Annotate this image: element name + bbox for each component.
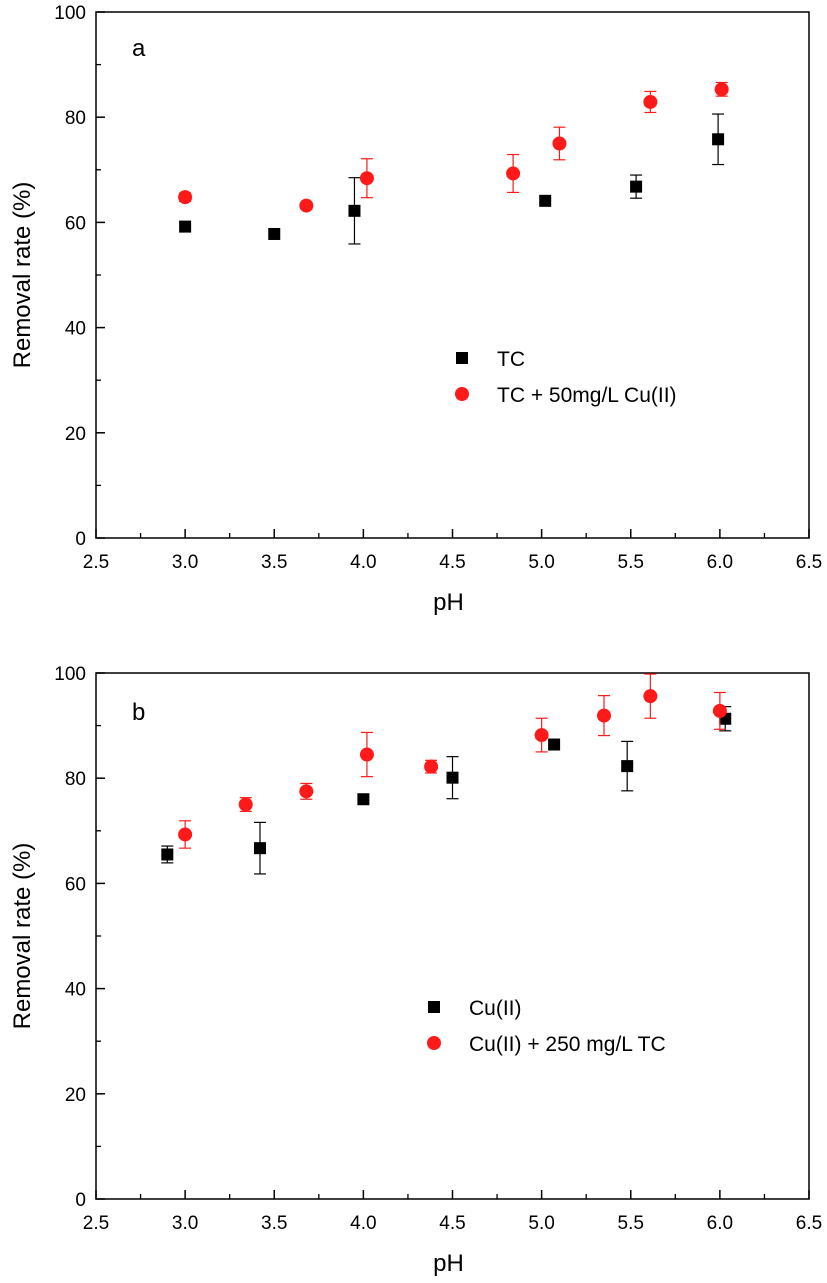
series-circles: [178, 673, 727, 849]
x-tick-label: 6.5: [796, 1213, 822, 1234]
series-circles: [178, 81, 729, 213]
y-tick-label: 40: [65, 980, 86, 1001]
series-squares: [179, 113, 725, 245]
x-tick-label: 3.0: [172, 1213, 198, 1234]
data-point-square: [712, 133, 725, 146]
x-tick-label: 6.0: [707, 1213, 733, 1234]
legend-entry: Cu(II): [428, 997, 522, 1020]
data-point-circle: [359, 747, 374, 762]
legend-marker-circle: [427, 1036, 441, 1050]
data-point-circle: [643, 689, 658, 704]
data-point-square: [357, 793, 370, 806]
y-tick-label: 100: [54, 664, 86, 685]
y-tick-label: 100: [54, 3, 86, 24]
legend-label: TC + 50mg/L Cu(II): [497, 384, 677, 407]
data-point-circle: [359, 171, 374, 186]
y-tick-label: 80: [65, 108, 86, 129]
data-point-circle: [643, 94, 658, 109]
x-tick-label: 6.0: [707, 552, 733, 573]
data-point-circle: [299, 198, 314, 213]
y-axis: 0 20 40 60 80 100: [54, 664, 105, 1211]
legend-marker-square: [428, 1001, 440, 1013]
panel-b: 2.5 3.0 3.5 4.0 4.5 5.0 5.5 6.0 6.5 0 20 40 60 80 100 p…: [9, 664, 822, 1277]
y-tick-label: 20: [65, 1085, 86, 1106]
panel-label: b: [132, 699, 145, 726]
y-tick-label: 0: [75, 1190, 86, 1211]
data-point-square: [630, 180, 643, 193]
legend-marker-circle: [455, 387, 469, 401]
x-tick-label: 5.0: [528, 552, 554, 573]
data-point-circle: [712, 703, 727, 718]
data-point-square: [161, 848, 174, 861]
x-tick-label: 3.5: [261, 1213, 287, 1234]
x-tick-label: 5.5: [618, 1213, 644, 1234]
data-point-square: [548, 738, 561, 751]
y-tick-label: 60: [65, 874, 86, 895]
x-axis: 2.5 3.0 3.5 4.0 4.5 5.0 5.5 6.0 6.5: [83, 1190, 822, 1234]
series-squares: [161, 706, 732, 875]
y-tick-label: 0: [75, 529, 86, 550]
legend-marker-square: [456, 352, 468, 364]
x-axis-title: pH: [433, 1250, 464, 1277]
x-tick-label: 4.5: [439, 552, 465, 573]
legend-entry: Cu(II) + 250 mg/L TC: [427, 1033, 666, 1056]
x-axis-title: pH: [433, 589, 464, 616]
data-point-circle: [714, 82, 729, 97]
y-tick-label: 20: [65, 424, 86, 445]
data-point-square: [621, 760, 634, 773]
plot-frame: [95, 672, 810, 1200]
legend-label: TC: [497, 348, 525, 371]
x-tick-label: 3.0: [172, 552, 198, 573]
legend-label: Cu(II) + 250 mg/L TC: [469, 1033, 666, 1056]
plot-frame: [95, 11, 810, 539]
x-tick-label: 5.0: [528, 1213, 554, 1234]
x-tick-label: 2.5: [83, 552, 109, 573]
legend-entry: TC + 50mg/L Cu(II): [455, 384, 677, 407]
data-point-circle: [552, 136, 567, 151]
data-point-square: [253, 842, 266, 855]
data-point-circle: [597, 708, 612, 723]
x-tick-label: 3.5: [261, 552, 287, 573]
x-tick-label: 4.5: [439, 1213, 465, 1234]
x-axis: 2.5 3.0 3.5 4.0 4.5 5.0 5.5 6.0 6.5: [83, 529, 822, 573]
data-point-circle: [178, 190, 193, 205]
data-point-circle: [534, 728, 549, 743]
x-tick-label: 2.5: [83, 1213, 109, 1234]
y-tick-label: 40: [65, 319, 86, 340]
data-point-square: [446, 771, 459, 784]
panel-label: a: [132, 35, 146, 62]
data-point-square: [539, 194, 552, 207]
x-tick-label: 6.5: [796, 552, 822, 573]
data-point-square: [179, 220, 192, 233]
y-axis: 0 20 40 60 80 100: [54, 3, 105, 550]
x-tick-label: 4.0: [350, 552, 376, 573]
y-axis-title: Removal rate (%): [9, 182, 36, 369]
y-tick-label: 60: [65, 213, 86, 234]
x-tick-label: 4.0: [350, 1213, 376, 1234]
data-point-square: [268, 227, 281, 240]
data-point-circle: [424, 759, 439, 774]
data-point-circle: [178, 827, 193, 842]
data-point-circle: [506, 166, 521, 181]
data-point-circle: [238, 797, 253, 812]
data-point-square: [348, 204, 361, 217]
data-point-circle: [299, 784, 314, 799]
x-tick-label: 5.5: [618, 552, 644, 573]
y-axis-title: Removal rate (%): [9, 843, 36, 1030]
legend-entry: TC: [456, 348, 525, 371]
legend-label: Cu(II): [469, 997, 522, 1020]
panel-a: 2.5 3.0 3.5 4.0 4.5 5.0 5.5 6.0 6.5 0 20 40 60 80 100 p…: [9, 3, 822, 616]
y-tick-label: 80: [65, 769, 86, 790]
